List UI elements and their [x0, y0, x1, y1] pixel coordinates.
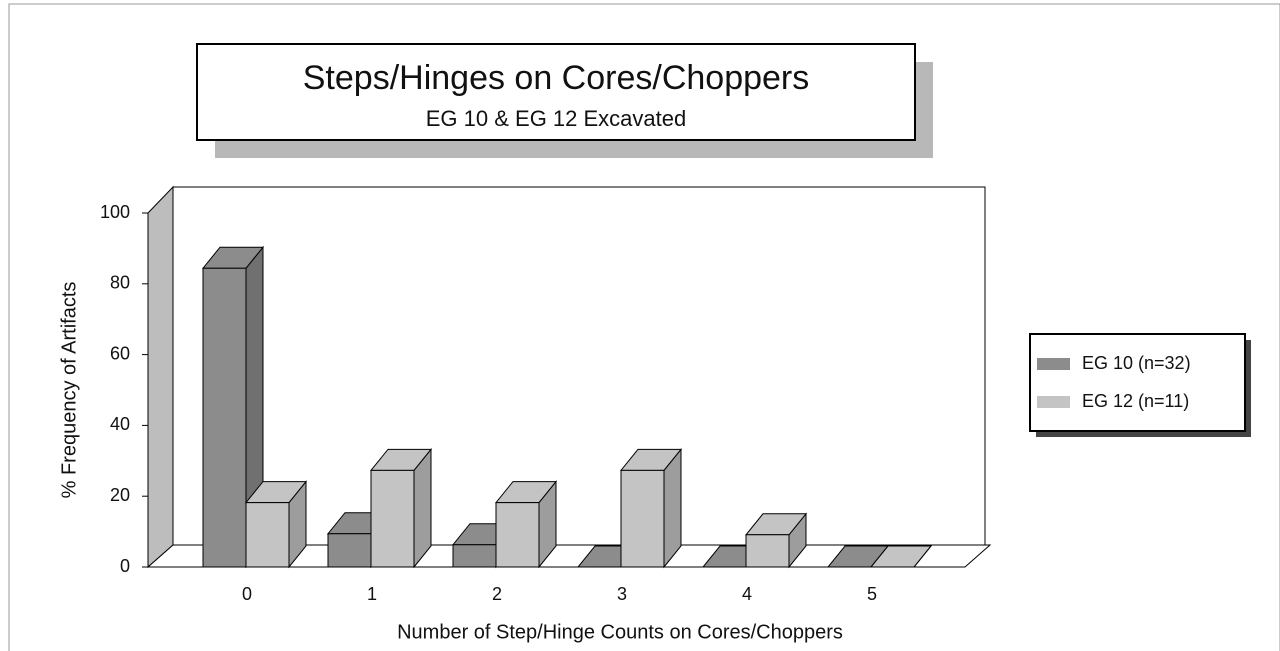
bar — [201, 245, 265, 569]
legend-label: EG 12 (n=11) — [1082, 391, 1189, 411]
y-tick-label: 0 — [120, 556, 130, 576]
legend-swatch — [1037, 358, 1070, 370]
bar-face — [620, 469, 665, 568]
legend-label: EG 10 (n=32) — [1082, 353, 1191, 373]
x-axis-label: Number of Step/Hinge Counts on Cores/Cho… — [397, 621, 843, 643]
bar-face — [327, 533, 372, 568]
x-tick-label: 5 — [867, 584, 877, 604]
chart-title: Steps/Hinges on Cores/Choppers — [303, 59, 810, 97]
bar — [869, 545, 933, 568]
bar — [369, 447, 433, 569]
x-tick-label: 2 — [492, 584, 502, 604]
bar-face — [370, 469, 415, 568]
y-tick-label: 80 — [110, 273, 130, 293]
x-tick-label: 3 — [617, 584, 627, 604]
x-tick-label: 4 — [742, 584, 752, 604]
bar-face — [869, 545, 933, 568]
bar-face — [452, 544, 497, 568]
title-box — [196, 43, 916, 141]
x-tick-label: 1 — [367, 584, 377, 604]
x-tick-label: 0 — [242, 584, 252, 604]
legend — [1029, 333, 1246, 432]
y-axis-label: % Frequency of Artifacts — [58, 282, 80, 499]
legend-swatch — [1037, 396, 1070, 408]
left-wall — [147, 185, 174, 569]
chart-subtitle: EG 10 & EG 12 Excavated — [426, 106, 686, 131]
y-tick-label: 100 — [100, 202, 130, 222]
bar-face — [202, 267, 247, 568]
bar-face — [745, 534, 790, 568]
y-tick-label: 20 — [110, 485, 130, 505]
bar-face — [245, 502, 290, 568]
y-tick-label: 60 — [110, 343, 130, 363]
bar — [619, 447, 683, 569]
bar — [494, 480, 558, 569]
bar-face — [495, 502, 540, 568]
bar — [744, 512, 808, 569]
y-tick-label: 40 — [110, 414, 130, 434]
bar — [244, 480, 308, 569]
frame — [8, 3, 1280, 651]
